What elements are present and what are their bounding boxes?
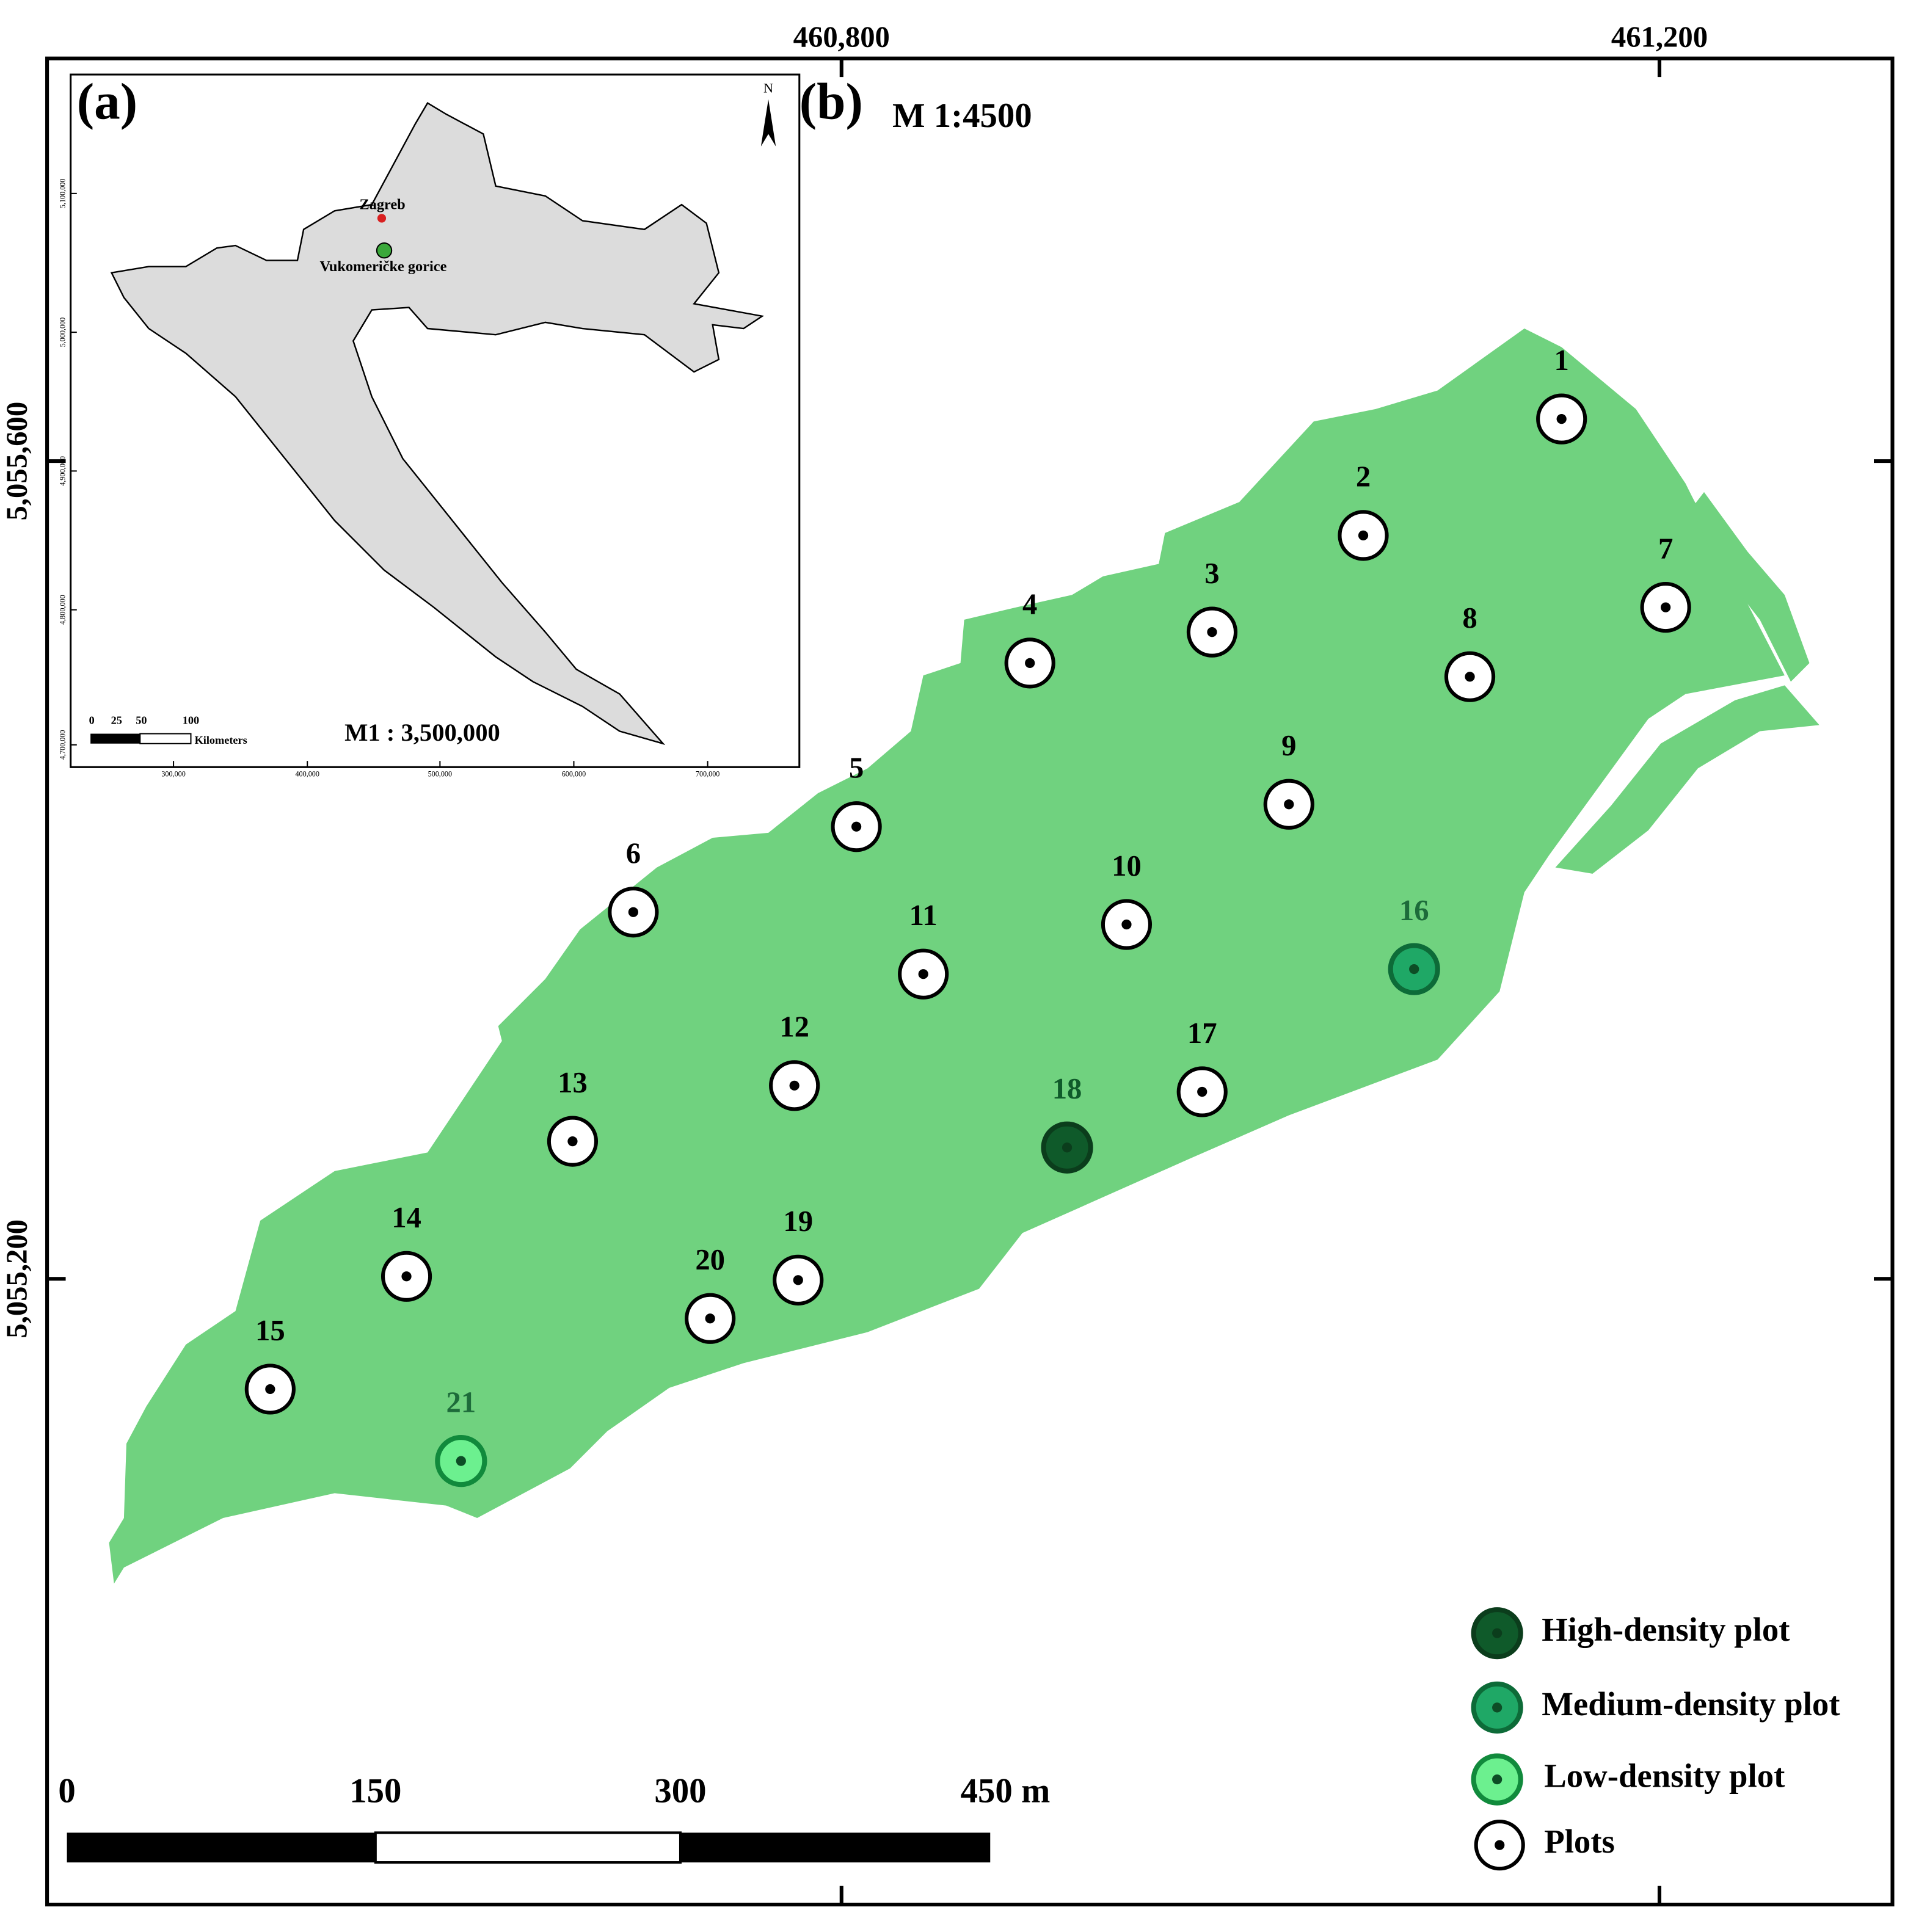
city-marker (377, 214, 387, 223)
plot-center (1121, 919, 1132, 930)
plot-center (1207, 627, 1217, 637)
plot-label: 19 (783, 1205, 813, 1238)
plot-center (1661, 602, 1671, 612)
inset-tick-label: 5,000,000 (58, 318, 67, 347)
plot-center (265, 1384, 275, 1395)
scale-tick-label: 0 (58, 1771, 75, 1810)
plot-label: 8 (1462, 601, 1477, 634)
coordinate-label: 461,200 (1611, 20, 1708, 53)
inset-tick-label: 4,800,000 (58, 595, 67, 625)
panel-label: (a) (77, 73, 137, 130)
plot-center (1465, 672, 1475, 682)
plot-label: 1 (1554, 344, 1569, 377)
plot-label: 17 (1187, 1017, 1217, 1050)
scale-tick-label: 50 (136, 714, 147, 726)
legend: High-density plot Medium-density plot Lo… (1471, 1607, 1840, 1871)
plot-center (1409, 964, 1419, 975)
inset-ticks: 5,100,000 5,000,000 4,900,000 4,800,000 4,70… (58, 179, 719, 779)
plot-center (1358, 530, 1369, 541)
scale-bar (67, 1831, 991, 1864)
inset-tick-label: 500,000 (428, 769, 453, 778)
coordinate-label: 5,055,200 (1, 1219, 34, 1338)
inset-tick-label: 600,000 (562, 769, 586, 778)
place-label: Zagreb (359, 197, 405, 213)
plot-label: 15 (255, 1314, 285, 1347)
inset-tick-label: 4,900,000 (58, 456, 67, 486)
scale-ratio: M1 : 3,500,000 (344, 719, 500, 746)
inset-tick-label: 5,100,000 (58, 179, 67, 209)
plot-label: 4 (1022, 588, 1037, 621)
plot-center (567, 1136, 578, 1147)
scale-tick-label: 100 (183, 714, 199, 726)
plot-label: 11 (909, 899, 938, 932)
plot-center (1556, 414, 1567, 424)
coordinate-label: 5,055,600 (1, 402, 34, 521)
plot-label: 14 (392, 1201, 421, 1234)
scale-tick-label: 450 m (961, 1771, 1051, 1810)
study-area-marker (376, 242, 393, 259)
plot-center (1025, 658, 1035, 668)
plot-label: 6 (626, 837, 641, 870)
plot-label: 5 (849, 752, 864, 785)
frame-ticks (47, 58, 1893, 1905)
scale-tick-label: 300 (654, 1771, 706, 1810)
plot-label: 12 (779, 1011, 809, 1044)
place-label: Vukomeričke gorice (320, 258, 447, 275)
plot-label: 2 (1356, 460, 1371, 493)
plot-center (918, 969, 928, 979)
plot-label: 16 (1399, 894, 1429, 927)
scale-tick-label: 0 (89, 714, 95, 726)
plot-center (628, 907, 638, 917)
north-arrow (760, 99, 776, 147)
inset-tick-label: 400,000 (295, 769, 319, 778)
plot-center (705, 1313, 715, 1324)
plot-center (1062, 1142, 1073, 1153)
scale-unit: Kilometers (195, 734, 247, 746)
plot-center (1197, 1086, 1208, 1097)
plot-label: 21 (446, 1385, 476, 1418)
plot-label: 20 (695, 1243, 725, 1276)
inset-tick-label: 700,000 (696, 769, 720, 778)
plot-center (789, 1080, 800, 1091)
forest-area (109, 329, 1819, 1584)
inset-map (70, 73, 801, 768)
inset-tick-label: 300,000 (161, 769, 186, 778)
plot-label: 13 (558, 1066, 588, 1099)
plot-center (1284, 799, 1294, 810)
scale-ratio: M 1:4500 (892, 96, 1032, 135)
scale-tick-label: 150 (349, 1771, 401, 1810)
plot-label: 9 (1281, 729, 1296, 762)
country-outline (110, 102, 765, 746)
plot-center (851, 821, 862, 832)
legend-label: Medium-density plot (1542, 1685, 1840, 1723)
legend-label: Low-density plot (1544, 1757, 1785, 1795)
scale-tick-label: 25 (111, 714, 122, 726)
plot-label: 18 (1052, 1072, 1082, 1105)
plot-label: 10 (1112, 849, 1142, 882)
plot-label: 3 (1204, 557, 1219, 590)
legend-label: Plots (1544, 1823, 1615, 1860)
plot-center (456, 1456, 466, 1466)
panel-label: (b) (800, 73, 863, 130)
plot-center (793, 1275, 803, 1285)
plot-center (401, 1271, 412, 1282)
inset-tick-label: 4,700,000 (58, 730, 67, 760)
legend-label: High-density plot (1542, 1611, 1790, 1648)
plot-label: 7 (1658, 532, 1673, 565)
north-label: N (763, 81, 773, 96)
coordinate-label: 460,800 (793, 20, 890, 53)
